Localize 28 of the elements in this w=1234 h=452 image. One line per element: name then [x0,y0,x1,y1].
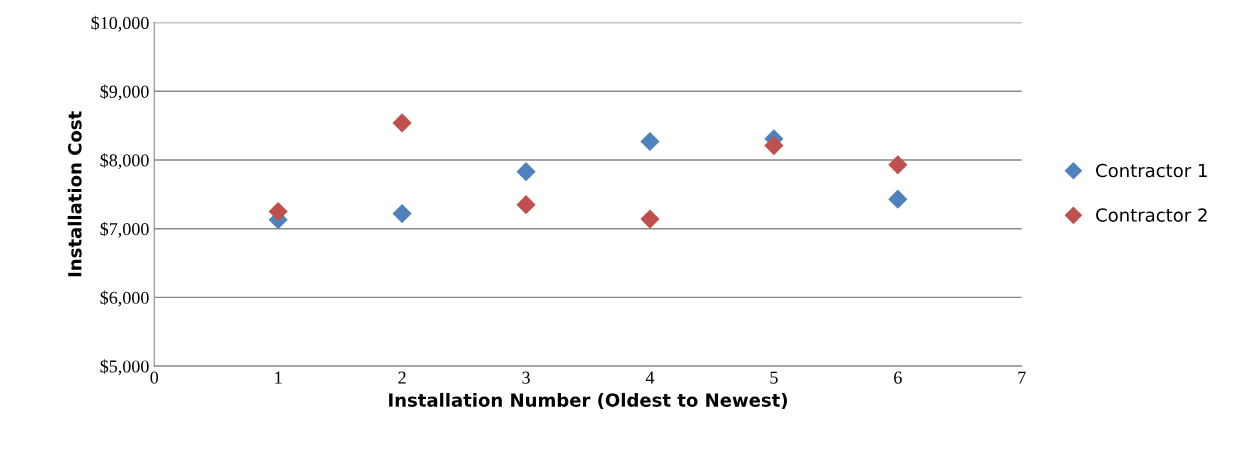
x-tick-label: 6 [894,371,902,384]
point [764,136,784,156]
point [640,131,660,152]
y-tick-label: $6,000 [100,290,149,307]
legend-label: Contractor 2 [1096,208,1207,222]
point [392,113,412,133]
x-tick-label: 0 [150,371,159,384]
point [888,189,908,209]
y-tick-label: $8,000 [100,153,149,170]
x-tick-label: 5 [770,371,778,384]
x-tick-label: 7 [1018,371,1026,384]
x-tick-label: 2 [398,371,406,384]
point [516,195,536,215]
point [640,209,660,229]
y-tick-label: $7,000 [100,221,149,238]
point [268,201,288,222]
y-tick-label: $5,000 [100,359,149,376]
point [392,204,412,224]
point [888,155,908,175]
x-axis-title: Installation Number (Oldest to Newest) [389,392,787,410]
x-tick-label: 3 [522,371,530,384]
y-axis-title: Installation Cost [67,111,82,277]
legend-label: Contractor 1 [1096,163,1207,178]
y-tick-label: $10,000 [91,15,149,32]
x-tick-label: 4 [645,371,655,384]
x-tick-label: 1 [275,371,282,384]
point [516,162,536,182]
y-tick-label: $9,000 [100,84,149,101]
